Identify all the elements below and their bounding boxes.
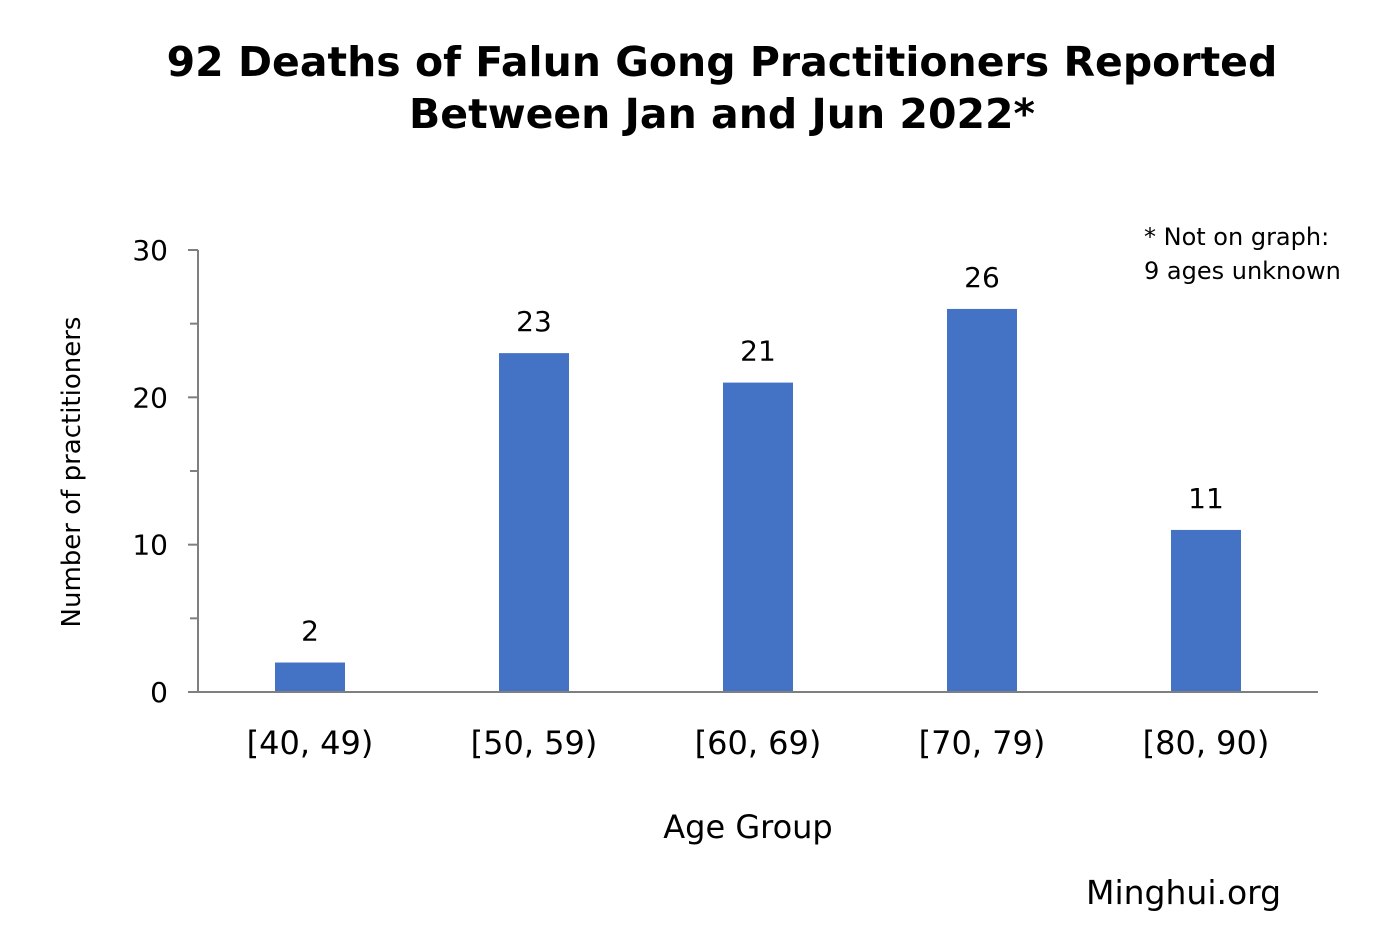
bar-0 bbox=[275, 662, 345, 692]
bar-2 bbox=[723, 382, 793, 692]
x-tick-label-1: [50, 59) bbox=[471, 724, 598, 762]
data-label-2: 21 bbox=[740, 335, 776, 368]
bar-4 bbox=[1171, 529, 1241, 692]
data-label-3: 26 bbox=[964, 261, 1000, 294]
y-axis: 0 10 20 30 bbox=[132, 234, 199, 709]
y-tick-label-2: 20 bbox=[132, 381, 168, 414]
annotation-line-2: 9 ages unknown bbox=[1144, 257, 1341, 285]
y-tick-label-0: 0 bbox=[150, 676, 168, 709]
x-axis: [40, 49) [50, 59) [60, 69) [70, 79) [80, 90) bbox=[198, 691, 1318, 762]
y-tick-label-3: 30 bbox=[132, 234, 168, 267]
data-label-4: 11 bbox=[1188, 482, 1224, 515]
x-tick-label-2: [60, 69) bbox=[695, 724, 822, 762]
bar-3 bbox=[947, 308, 1017, 692]
annotation-note: * Not on graph: 9 ages unknown bbox=[1144, 220, 1341, 288]
data-label-1: 23 bbox=[516, 305, 552, 338]
x-axis-title: Age Group bbox=[663, 808, 832, 846]
x-tick-label-4: [80, 90) bbox=[1143, 724, 1270, 762]
data-labels-group: 2 23 21 26 11 bbox=[301, 261, 1224, 648]
y-tick-label-1: 10 bbox=[132, 529, 168, 562]
data-label-0: 2 bbox=[301, 615, 319, 648]
chart-title-line-1: 92 Deaths of Falun Gong Practitioners Re… bbox=[166, 38, 1278, 86]
source-credit: Minghui.org bbox=[1086, 873, 1282, 912]
chart-title: 92 Deaths of Falun Gong Practitioners Re… bbox=[0, 36, 1384, 140]
x-tick-label-3: [70, 79) bbox=[919, 724, 1046, 762]
annotation-line-1: * Not on graph: bbox=[1144, 223, 1330, 251]
bars-group bbox=[275, 308, 1241, 692]
y-axis-title: Number of practitioners bbox=[57, 317, 87, 628]
chart-title-line-2: Between Jan and Jun 2022* bbox=[409, 90, 1035, 138]
bar-1 bbox=[499, 353, 569, 692]
x-tick-label-0: [40, 49) bbox=[247, 724, 374, 762]
